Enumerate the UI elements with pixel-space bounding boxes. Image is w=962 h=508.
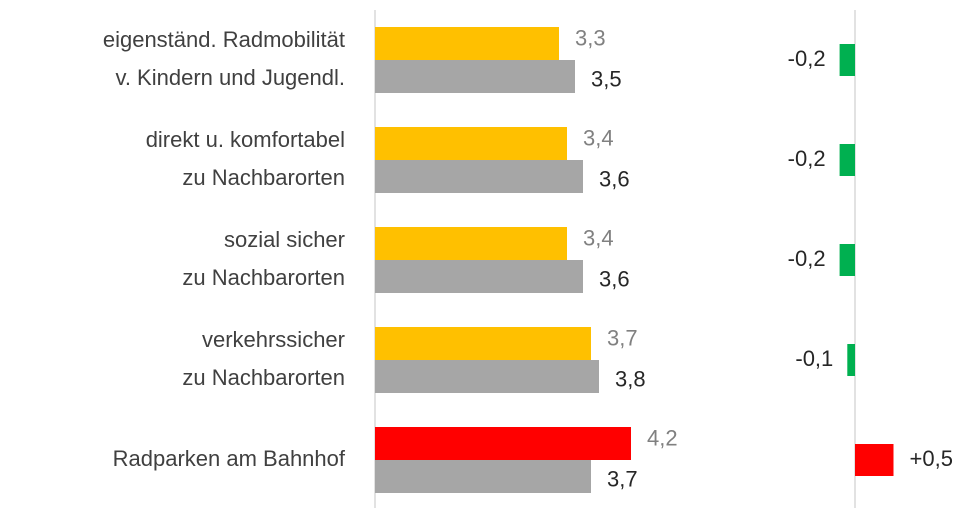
category-label: zu Nachbarorten bbox=[182, 365, 345, 390]
category-label: zu Nachbarorten bbox=[182, 265, 345, 290]
diff-label: -0,2 bbox=[788, 146, 826, 171]
category-label: eigenständ. Radmobilität bbox=[103, 27, 345, 52]
diff-bar bbox=[855, 444, 894, 476]
value-label: 3,3 bbox=[575, 25, 606, 50]
diff-bar bbox=[847, 344, 855, 376]
category-label: sozial sicher bbox=[224, 227, 345, 252]
value-label: 3,8 bbox=[615, 366, 646, 391]
category-label: verkehrssicher bbox=[202, 327, 345, 352]
category-label: Radparken am Bahnhof bbox=[113, 446, 346, 471]
diff-bar bbox=[839, 244, 855, 276]
bar bbox=[375, 60, 575, 93]
diff-label: -0,2 bbox=[788, 246, 826, 271]
diff-bar bbox=[839, 44, 855, 76]
diff-label: +0,5 bbox=[910, 446, 953, 471]
bar bbox=[375, 160, 583, 193]
bar bbox=[375, 427, 631, 460]
value-label: 3,4 bbox=[583, 225, 614, 250]
bar bbox=[375, 360, 599, 393]
category-label: v. Kindern und Jugendl. bbox=[115, 65, 345, 90]
bar bbox=[375, 27, 559, 60]
value-label: 3,6 bbox=[599, 166, 630, 191]
value-label: 3,5 bbox=[591, 66, 622, 91]
bar bbox=[375, 260, 583, 293]
value-label: 3,7 bbox=[607, 325, 638, 350]
bar bbox=[375, 127, 567, 160]
value-label: 4,2 bbox=[647, 425, 678, 450]
diff-label: -0,2 bbox=[788, 46, 826, 71]
diff-bar bbox=[839, 144, 855, 176]
value-label: 3,6 bbox=[599, 266, 630, 291]
bar bbox=[375, 460, 591, 493]
diff-label: -0,1 bbox=[795, 346, 833, 371]
bar bbox=[375, 227, 567, 260]
bar bbox=[375, 327, 591, 360]
value-label: 3,4 bbox=[583, 125, 614, 150]
value-label: 3,7 bbox=[607, 466, 638, 491]
category-label: direkt u. komfortabel bbox=[146, 127, 345, 152]
category-label: zu Nachbarorten bbox=[182, 165, 345, 190]
